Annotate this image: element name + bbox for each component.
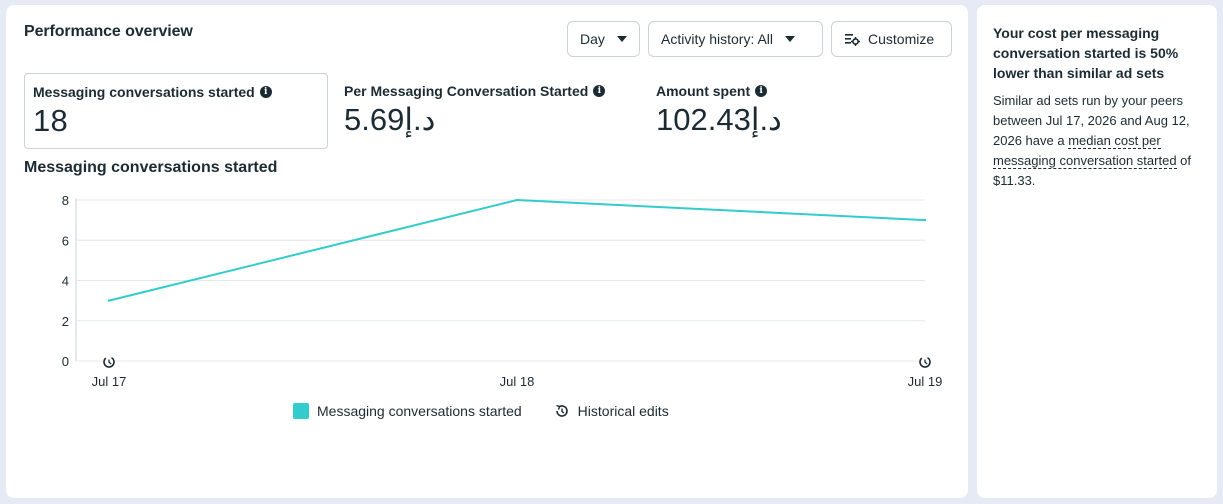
metric-card-cost-per-conversation[interactable]: Per Messaging Conversation Started i 5.6… bbox=[336, 73, 640, 149]
metric-label: Per Messaging Conversation Started bbox=[344, 83, 589, 99]
page-title: Performance overview bbox=[24, 23, 193, 40]
y-tick-label: 4 bbox=[62, 274, 69, 289]
insight-headline: Your cost per messaging conversation sta… bbox=[993, 25, 1179, 81]
data-point bbox=[515, 198, 519, 202]
info-icon[interactable]: i bbox=[755, 85, 768, 97]
x-tick-label: Jul 19 bbox=[908, 374, 943, 389]
history-marker-icon[interactable] bbox=[103, 356, 115, 368]
metric-label: Amount spent bbox=[656, 83, 751, 99]
chart-legend: Messaging conversations started Historic… bbox=[293, 403, 669, 419]
y-tick-label: 0 bbox=[62, 354, 69, 369]
line-chart: 0 2 4 6 8 Jul 17 Jul 18 Jul 19 bbox=[62, 193, 943, 389]
metric-value: 18 bbox=[33, 103, 68, 138]
y-tick-label: 8 bbox=[62, 193, 69, 208]
performance-panel: Performance overview Day Activity histor… bbox=[6, 5, 968, 498]
insight-body: Similar ad sets run by your peers betwee… bbox=[993, 91, 1201, 191]
metric-label: Messaging conversations started bbox=[33, 84, 255, 100]
day-dropdown[interactable]: Day bbox=[567, 21, 640, 57]
x-tick-label: Jul 17 bbox=[92, 374, 127, 389]
x-tick-label: Jul 18 bbox=[500, 374, 535, 389]
y-tick-label: 2 bbox=[62, 314, 69, 329]
info-icon[interactable]: i bbox=[593, 85, 606, 97]
chevron-down-icon bbox=[785, 36, 796, 42]
metric-card-conversations[interactable]: Messaging conversations started i 18 bbox=[24, 73, 328, 149]
history-icon bbox=[555, 404, 568, 417]
insight-body-prefix: Similar ad sets run by your peers betwee… bbox=[993, 93, 1190, 148]
insight-panel: Your cost per messaging conversation sta… bbox=[977, 5, 1217, 498]
chevron-down-icon bbox=[616, 36, 627, 42]
customize-settings-icon bbox=[844, 31, 860, 47]
customize-button[interactable]: Customize bbox=[831, 21, 952, 57]
series-line bbox=[108, 198, 926, 302]
metric-card-amount-spent[interactable]: Amount spent i 102.43د.إ bbox=[648, 73, 952, 149]
chart-title: Messaging conversations started bbox=[24, 159, 278, 176]
legend-historical-edits[interactable]: Historical edits bbox=[554, 403, 669, 419]
activity-history-label: Activity history: All bbox=[661, 31, 774, 47]
legend-series-label[interactable]: Messaging conversations started bbox=[317, 403, 522, 419]
y-tick-label: 6 bbox=[62, 233, 69, 248]
legend-historical-label: Historical edits bbox=[577, 403, 669, 419]
legend-swatch bbox=[293, 403, 309, 419]
median-cost-link[interactable]: median cost per messaging conversation s… bbox=[993, 133, 1177, 169]
info-icon[interactable]: i bbox=[259, 86, 272, 98]
customize-label: Customize bbox=[868, 31, 935, 47]
metric-value: 102.43د.إ bbox=[656, 102, 782, 137]
history-marker-icon[interactable] bbox=[919, 356, 931, 368]
day-dropdown-label: Day bbox=[580, 31, 605, 47]
activity-history-dropdown[interactable]: Activity history: All bbox=[648, 21, 823, 57]
insight-body-suffix: of $11.33. bbox=[993, 153, 1192, 188]
metric-value: 5.69د.إ bbox=[344, 102, 436, 137]
data-point bbox=[923, 218, 927, 222]
data-point bbox=[107, 299, 111, 302]
